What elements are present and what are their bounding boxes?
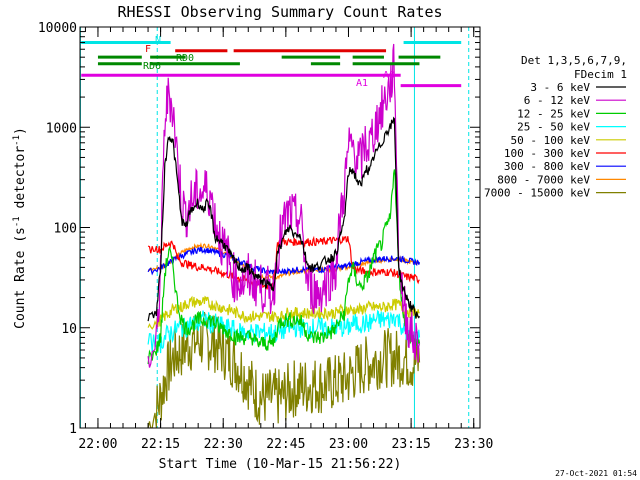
series-line-2 (147, 169, 421, 365)
y-axis-label-main: Count Rate (s (13, 227, 28, 329)
series-line-3 (147, 309, 421, 354)
y-tick-label: 1000 (46, 121, 77, 136)
legend-entry-label: 6 - 12 keV (524, 94, 591, 107)
flag-label-a1: A1 (356, 78, 368, 89)
x-tick-label: 23:00 (329, 437, 368, 452)
x-tick-label: 22:00 (78, 437, 117, 452)
series-line-6 (147, 246, 421, 277)
legend-entry-label: 50 - 100 keV (511, 134, 591, 147)
flag-label-a0: A0 (383, 70, 395, 81)
y-axis-label-end: ) (13, 127, 28, 135)
y-tick-label: 100 (54, 222, 77, 237)
series-line-1 (147, 43, 421, 368)
legend-header-2: FDecim 1 (574, 68, 627, 81)
x-tick-label: 22:15 (141, 437, 180, 452)
y-tick-label: 1 (69, 422, 77, 437)
legend-entry-label: 12 - 25 keV (517, 107, 590, 120)
footer-timestamp: 27-Oct-2021 01:54 (555, 469, 637, 478)
legend-entry-label: 100 - 300 keV (504, 147, 590, 160)
x-tick-label: 22:30 (204, 437, 243, 452)
y-axis-label-sup2: -1 (12, 135, 22, 146)
x-tick-label: 23:30 (454, 437, 493, 452)
flag-label-n: N (155, 35, 161, 46)
flag-label-f: F (145, 44, 151, 55)
chart-title: RHESSI Observing Summary Count Rates (117, 3, 442, 21)
x-axis-label: Start Time (10-Mar-15 21:56:22) (159, 457, 402, 472)
y-tick-label: 10000 (38, 21, 77, 36)
x-tick-label: 23:15 (392, 437, 431, 452)
x-tick-label: 22:45 (266, 437, 305, 452)
legend-entry-label: 25 - 50 keV (517, 121, 590, 134)
legend-entry-label: 300 - 800 keV (504, 160, 590, 173)
y-axis-label-mid: detector (13, 146, 28, 217)
legend-entry-label: 3 - 6 keV (530, 81, 590, 94)
flag-label-rd6: RD6 (143, 61, 161, 72)
y-axis-label-sup1: -1 (12, 216, 22, 227)
flag-label-rd0: RD0 (176, 53, 194, 64)
y-tick-label: 10 (61, 322, 77, 337)
y-axis-label: Count Rate (s-1 detector-1) (12, 127, 28, 329)
legend-entry-label: 800 - 7000 keV (497, 173, 590, 186)
legend-header-1: Det 1,3,5,6,7,9, (521, 54, 627, 67)
legend-entry-label: 7000 - 15000 keV (484, 187, 590, 200)
series-line-5 (147, 235, 420, 291)
series-line-0 (147, 116, 421, 322)
